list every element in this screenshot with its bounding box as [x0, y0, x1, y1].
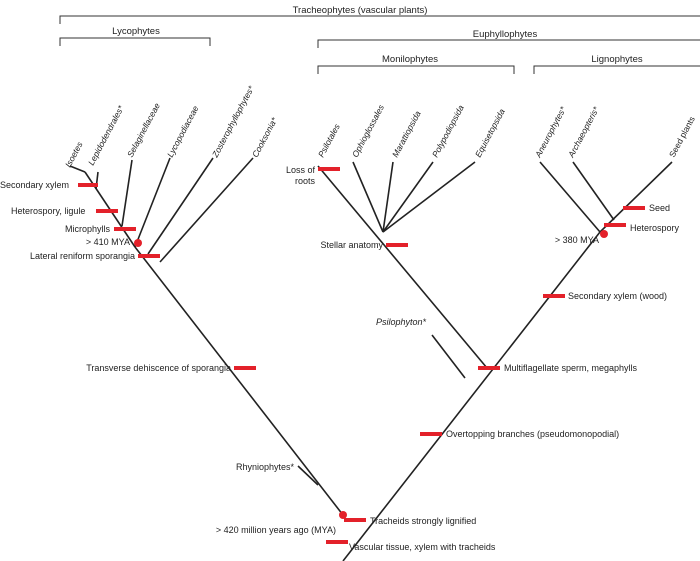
taxon-cooksonia: Cooksonia*	[250, 115, 280, 159]
clade-lycophytes: Lycophytes	[112, 26, 160, 37]
char-420-mya: > 420 million years ago (MYA)	[216, 525, 336, 535]
mark-secondary-xylem	[78, 183, 98, 187]
char-380-mya: > 380 MYA	[555, 235, 599, 245]
bracket-tracheophytes	[59, 15, 700, 24]
taxon-psilotales: Psilotales	[316, 121, 342, 158]
char-410-mya: > 410 MYA	[86, 237, 130, 247]
mark-transverse-dehiscence	[234, 366, 256, 370]
taxon-label-rhyniophytes: Rhyniophytes*	[236, 462, 295, 472]
mark-loss-of-roots	[318, 167, 340, 171]
taxon-lycopodiaceae: Lycopodiaceae	[165, 104, 201, 159]
mark-heterospory-ligule	[96, 209, 118, 213]
char-tracheids-lignified: Tracheids strongly lignified	[370, 516, 476, 526]
node-380-mya	[600, 230, 608, 238]
bracket-euphyllophytes	[317, 39, 700, 48]
char-heterospory-ligule: Heterospory, ligule	[11, 206, 85, 216]
mark-multiflagellate	[478, 366, 500, 370]
clade-euphyllophytes: Euphyllophytes	[473, 29, 538, 40]
bracket-lignophytes	[533, 65, 700, 74]
taxon-selaginellaceae: Selaginellaceae	[125, 101, 162, 159]
taxon-polypodiopsida: Polypodiopsida	[430, 103, 466, 159]
char-microphylls: Microphylls	[65, 224, 111, 234]
bracket-lycophytes	[59, 37, 211, 46]
tree-branches	[69, 157, 673, 561]
taxon-archaeopteris: Archaeopteris*	[565, 104, 601, 159]
char-multiflagellate: Multiflagellate sperm, megaphylls	[504, 363, 638, 373]
mark-heterospory	[604, 223, 626, 227]
node-420-mya	[339, 511, 347, 519]
mark-microphylls	[114, 227, 136, 231]
char-heterospory: Heterospory	[630, 223, 680, 233]
mark-secondary-xylem-wood	[543, 294, 565, 298]
taxon-lepidodendrales: Lepidodendrales*	[86, 103, 126, 167]
synapomorphy-marks	[78, 167, 645, 544]
clade-tracheophytes: Tracheophytes (vascular plants)	[293, 5, 428, 16]
taxon-label-psilophyton: Psilophyton*	[376, 317, 427, 327]
mark-overtopping	[420, 432, 442, 436]
taxon-isoetes: Isoetes	[63, 139, 85, 169]
mark-stellar-anatomy	[386, 243, 408, 247]
mark-vascular-tissue	[326, 540, 348, 544]
node-410-mya	[134, 239, 142, 247]
clade-monilophytes: Monilophytes	[382, 54, 438, 65]
mark-tracheids-lignified	[344, 518, 366, 522]
char-seed: Seed	[649, 203, 670, 213]
char-secondary-xylem-wood: Secondary xylem (wood)	[568, 291, 667, 301]
mark-seed	[623, 206, 645, 210]
taxon-marattiopsida: Marattiopsida	[390, 109, 423, 159]
bracket-monilophytes	[317, 65, 515, 74]
taxon-ophioglossales: Ophioglossales	[350, 102, 386, 159]
char-transverse-dehiscence: Transverse dehiscence of sporangia	[86, 363, 231, 373]
char-vascular-tissue: Vascular tissue, xylem with tracheids	[349, 542, 496, 552]
mark-lateral-reniform	[138, 254, 160, 258]
taxon-equisetopsida: Equisetopsida	[473, 107, 507, 159]
char-loss-of-roots-1: Loss of	[286, 165, 316, 175]
char-stellar-anatomy: Stellar anatomy	[320, 240, 383, 250]
char-secondary-xylem: Secondary xylem	[0, 180, 69, 190]
taxon-seed-plants: Seed plants	[667, 115, 697, 159]
char-loss-of-roots-2: roots	[295, 176, 316, 186]
clade-lignophytes: Lignophytes	[591, 54, 642, 65]
char-overtopping: Overtopping branches (pseudomonopodial)	[446, 429, 619, 439]
taxon-zosterophyllophytes: Zosterophyllophytes*	[209, 84, 256, 160]
taxon-aneurophytes: Aneurophytes*	[532, 104, 568, 159]
char-lateral-reniform: Lateral reniform sporangia	[30, 251, 135, 261]
